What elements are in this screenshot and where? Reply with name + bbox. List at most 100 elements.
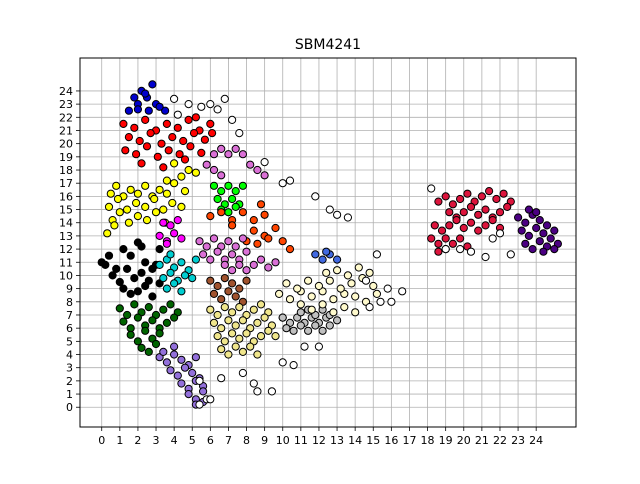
data-point	[213, 332, 222, 341]
data-point	[217, 171, 226, 180]
data-point	[170, 159, 179, 168]
data-point	[104, 202, 114, 211]
data-point	[329, 308, 338, 317]
data-point	[224, 350, 233, 359]
y-tick-label: 22	[59, 111, 73, 124]
data-point	[333, 316, 342, 325]
data-point	[249, 379, 258, 388]
data-point	[532, 223, 541, 233]
data-point	[119, 317, 128, 326]
data-point	[499, 189, 508, 198]
data-point	[463, 189, 472, 198]
data-point	[325, 321, 334, 330]
data-point	[474, 226, 483, 235]
data-point	[304, 326, 313, 335]
data-point	[238, 347, 247, 356]
data-point	[195, 376, 204, 385]
data-point	[278, 179, 287, 188]
data-point	[206, 119, 215, 129]
data-point	[278, 358, 287, 367]
data-point	[200, 135, 209, 144]
x-tick-label: 18	[421, 434, 435, 447]
data-point	[121, 146, 130, 155]
data-point	[304, 276, 313, 285]
y-tick-label: 17	[59, 177, 73, 190]
data-point	[115, 304, 124, 313]
x-tick-label: 1	[116, 434, 123, 447]
data-point	[144, 106, 153, 115]
point-cluster	[206, 274, 251, 306]
data-point	[224, 237, 233, 246]
data-point	[333, 266, 342, 275]
data-point	[235, 129, 244, 138]
data-point	[521, 239, 530, 248]
data-point	[387, 297, 396, 306]
data-point	[260, 158, 269, 167]
data-point	[162, 318, 171, 327]
data-point	[311, 321, 320, 330]
data-point	[481, 221, 490, 230]
data-point	[231, 202, 240, 211]
data-point	[133, 337, 142, 346]
data-point	[445, 221, 454, 230]
point-cluster	[170, 94, 515, 409]
data-point	[206, 255, 215, 264]
data-point	[242, 266, 251, 275]
data-point	[170, 350, 179, 359]
point-cluster	[514, 205, 563, 256]
data-point	[170, 342, 179, 351]
data-point	[445, 208, 454, 217]
data-point	[209, 289, 219, 298]
data-point	[197, 148, 206, 157]
data-point	[456, 245, 465, 254]
data-point	[238, 234, 247, 243]
data-point	[322, 268, 331, 277]
data-point	[524, 231, 534, 240]
data-point	[466, 247, 476, 256]
data-point	[539, 229, 548, 238]
y-tick-label: 10	[59, 269, 73, 282]
points-layer	[97, 80, 563, 409]
data-point	[228, 308, 237, 317]
data-point	[177, 355, 186, 364]
data-point	[124, 133, 133, 142]
data-point	[162, 176, 171, 185]
data-point	[195, 237, 204, 246]
data-point	[159, 218, 168, 227]
data-point	[173, 123, 182, 132]
data-point	[271, 258, 280, 267]
data-point	[191, 113, 200, 122]
data-point	[123, 205, 132, 214]
data-point	[162, 284, 171, 293]
data-point	[249, 216, 258, 225]
data-point	[271, 223, 280, 233]
data-point	[246, 160, 255, 169]
y-tick-label: 21	[59, 124, 73, 137]
data-point	[376, 297, 385, 306]
data-point	[197, 102, 206, 111]
data-point	[228, 266, 237, 275]
data-point	[235, 284, 244, 293]
data-point	[311, 192, 320, 201]
data-point	[228, 279, 237, 288]
data-point	[110, 221, 119, 230]
data-point	[180, 271, 190, 280]
y-tick-label: 23	[59, 98, 73, 111]
data-point	[141, 202, 150, 211]
data-point	[477, 192, 486, 201]
y-tick-label: 13	[59, 230, 73, 243]
data-point	[206, 395, 215, 404]
data-point	[132, 150, 141, 159]
data-point	[228, 115, 237, 125]
data-point	[329, 295, 338, 304]
data-point	[159, 274, 168, 283]
data-point	[119, 245, 128, 254]
data-point	[434, 239, 443, 248]
data-point	[184, 165, 193, 175]
data-point	[456, 194, 465, 204]
data-point	[249, 226, 258, 235]
data-point	[285, 176, 295, 185]
data-point	[220, 303, 229, 312]
data-point	[144, 347, 153, 356]
data-point	[456, 234, 465, 243]
